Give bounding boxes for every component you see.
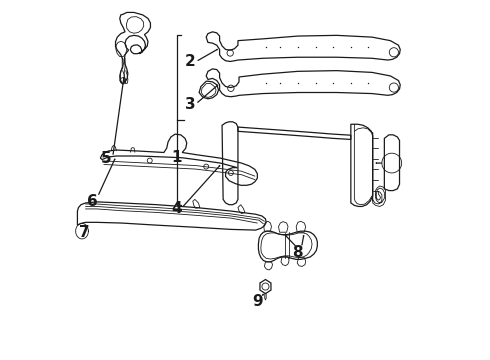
- Text: 2: 2: [185, 54, 196, 69]
- Text: 1: 1: [171, 149, 181, 165]
- Text: 9: 9: [252, 294, 263, 309]
- Text: 7: 7: [79, 225, 90, 240]
- Text: 8: 8: [292, 245, 302, 260]
- Text: 6: 6: [87, 194, 98, 209]
- Text: 4: 4: [171, 201, 181, 216]
- Text: 3: 3: [185, 96, 196, 112]
- Text: 5: 5: [100, 151, 111, 166]
